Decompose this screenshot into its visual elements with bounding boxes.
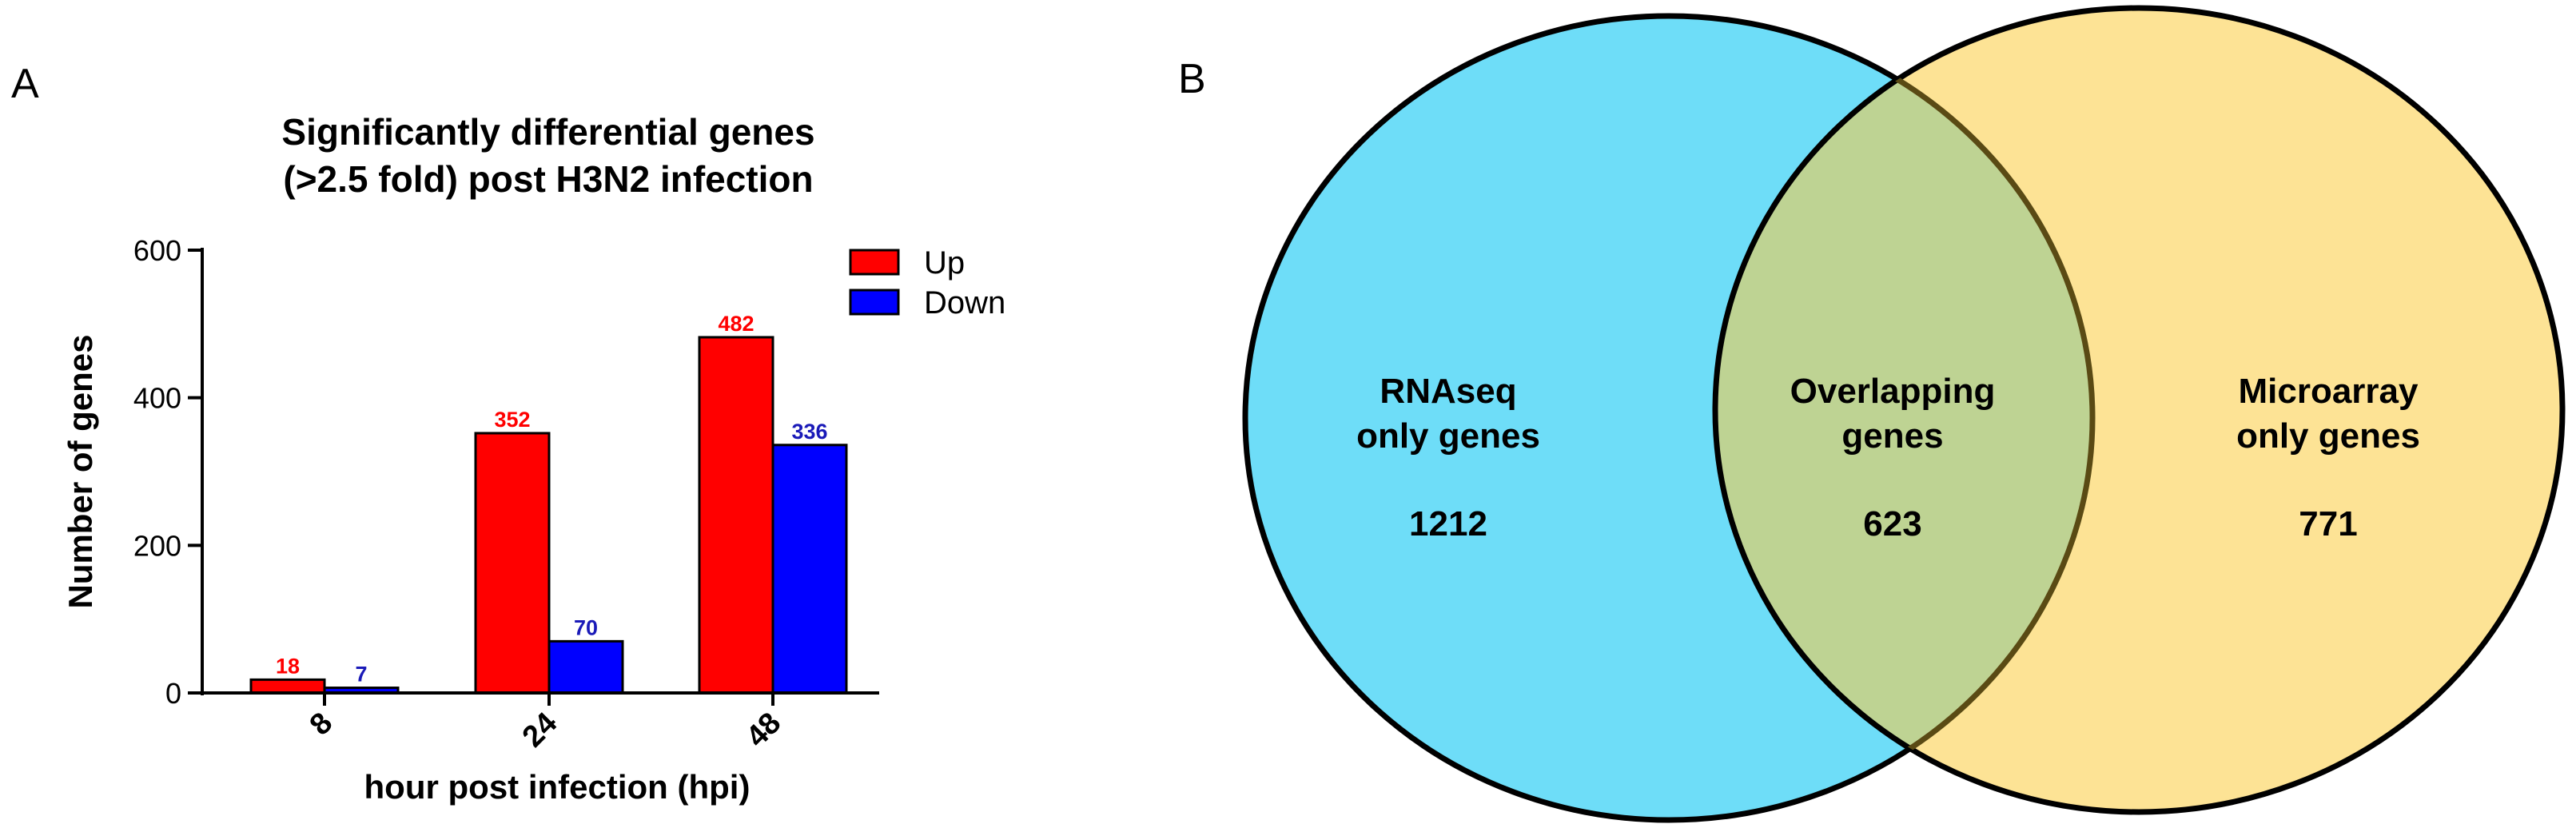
bar-label-down-24: 70 [574, 615, 598, 639]
venn-label-overlap-line-1: Overlapping [1790, 372, 1996, 411]
x-tick-label-8: 8 [304, 707, 340, 742]
venn-count-overlap: 623 [1863, 504, 1921, 543]
y-tick-label-0: 0 [165, 677, 181, 710]
y-tick-label-200: 200 [133, 529, 181, 562]
y-tick-label-400: 400 [133, 382, 181, 415]
venn-count-rnaseq: 1212 [1409, 504, 1487, 543]
venn-outline-microarray [1712, 5, 2566, 815]
legend-label-down: Down [924, 285, 1005, 320]
y-ticks: 0 200 400 600 [133, 234, 202, 710]
x-axis-label: hour post infection (hpi) [364, 768, 751, 806]
bar-label-down-48: 336 [791, 420, 827, 444]
x-tick-label-24: 24 [516, 707, 564, 754]
y-axis-label: Number of genes [62, 334, 99, 608]
x-ticks: 8 24 48 [304, 693, 788, 754]
legend-swatch-down [849, 289, 900, 316]
venn-label-overlap-line-2: genes [1841, 416, 1943, 456]
panel-b: B RNAseq only genes 1212 Overlapping [1178, 5, 2566, 823]
bar-label-up-8: 18 [276, 654, 300, 678]
legend-label-up: Up [924, 245, 965, 281]
panel-letter-b: B [1178, 56, 1206, 102]
legend-swatch-up [849, 249, 900, 276]
legend-item-up: Up [849, 245, 965, 281]
legend: Up Down [849, 245, 1005, 320]
chart-title-line-2: (>2.5 fold) post H3N2 infection [283, 158, 813, 200]
bar-labels: 18 352 482 7 70 336 [276, 312, 828, 687]
venn-label-microarray-line-1: Microarray [2238, 372, 2419, 411]
bar-up-8 [249, 678, 326, 695]
x-tick-label-48: 48 [740, 707, 788, 754]
bar-label-up-48: 482 [718, 312, 754, 336]
bar-up-24 [474, 432, 551, 695]
bar-down-24 [547, 639, 624, 695]
panel-letter-a: A [11, 61, 39, 107]
venn-count-microarray: 771 [2299, 504, 2357, 543]
venn-overlap [1715, 16, 2092, 812]
venn-outline-rnaseq-overlap [1715, 13, 2096, 812]
bar-up-48 [698, 336, 774, 695]
venn-label-rnaseq-line-1: RNAseq [1380, 372, 1516, 411]
bar-down-48 [771, 444, 848, 695]
panel-a: A Significantly differential genes (>2.5… [11, 61, 1005, 806]
bars [249, 336, 848, 695]
bar-label-down-8: 7 [355, 663, 367, 687]
venn-set-rnaseq: RNAseq only genes 1212 [1356, 372, 1540, 543]
venn-set-microarray: Microarray only genes 771 [2236, 372, 2420, 543]
y-tick-label-600: 600 [133, 234, 181, 267]
venn-label-rnaseq-line-2: only genes [1356, 416, 1540, 456]
venn-set-overlap: Overlapping genes 623 [1790, 372, 1996, 543]
venn-label-microarray-line-2: only genes [2236, 416, 2420, 456]
chart-title-line-1: Significantly differential genes [281, 111, 814, 153]
bar-label-up-24: 352 [494, 408, 530, 432]
legend-item-down: Down [849, 285, 1005, 320]
